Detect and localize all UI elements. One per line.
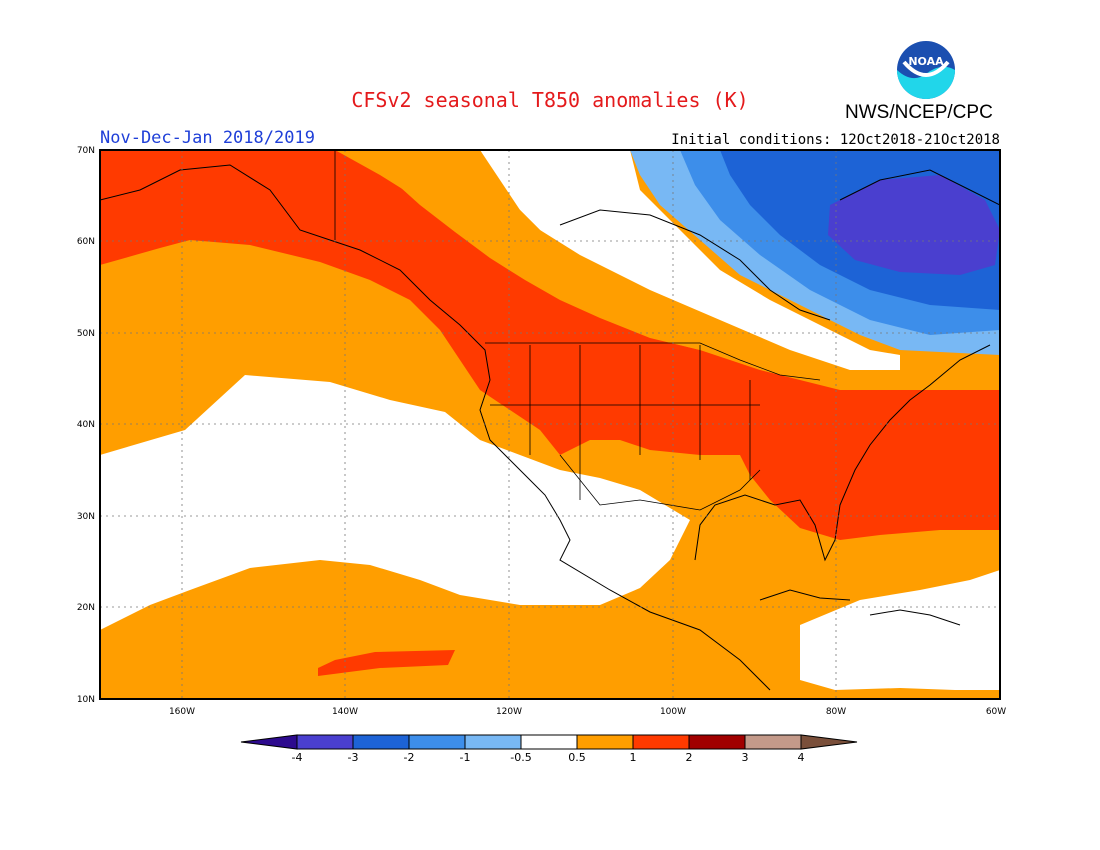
colorbar-segment <box>352 734 410 750</box>
lat-label: 20N <box>77 603 95 613</box>
colorbar-tick-label: -3 <box>348 751 359 764</box>
anomaly-region-2k <box>318 650 455 676</box>
lon-label: 160W <box>169 707 195 717</box>
colorbar-tick-label: -1 <box>460 751 471 764</box>
anomaly-region-neg-1 <box>680 150 1000 335</box>
colorbar-tick-label: -0.5 <box>510 751 531 764</box>
colorbar: -4 -3 -2 -1 -0.5 0.5 1 2 3 4 <box>240 734 858 764</box>
lon-label: 140W <box>332 707 358 717</box>
colorbar-segment <box>408 734 466 750</box>
latitude-labels: 70N 60N 50N 40N 30N 20N 10N <box>77 146 95 705</box>
period-label: Nov-Dec-Jan 2018/2019 <box>100 128 315 148</box>
colorbar-segment <box>576 734 634 750</box>
colorbar-segment <box>800 734 858 750</box>
anomaly-region-1k <box>375 150 720 350</box>
lat-label: 40N <box>77 420 95 430</box>
graticule <box>100 150 1000 699</box>
lon-label: 60W <box>986 707 1006 717</box>
lat-label: 60N <box>77 237 95 247</box>
colorbar-tick-label: 1 <box>630 751 637 764</box>
political-borders <box>334 150 821 511</box>
colorbar-tick-label: 4 <box>798 751 805 764</box>
colorbar-segment <box>744 734 802 750</box>
anomaly-region-neutral <box>100 375 690 630</box>
colorbar-tick-label: 3 <box>742 751 749 764</box>
coastlines <box>100 164 1000 691</box>
colorbar-segment <box>632 734 690 750</box>
initial-conditions-label: Initial conditions: 12Oct2018-21Oct2018 <box>671 132 1000 148</box>
anomaly-region-neg-3 <box>828 175 1000 275</box>
colorbar-segment <box>296 734 354 750</box>
colorbar-tick-label: -2 <box>404 751 415 764</box>
lon-label: 100W <box>660 707 686 717</box>
map-frame <box>99 149 1001 700</box>
colorbar-segment <box>464 734 522 750</box>
anomaly-region-2k <box>100 150 1000 540</box>
anomaly-region-neutral <box>800 570 1000 690</box>
colorbar-tick-label: -4 <box>292 751 303 764</box>
logo-text: NOAA <box>908 55 944 68</box>
lon-label: 120W <box>496 707 522 717</box>
colorbar-segment <box>520 734 578 750</box>
anomaly-field <box>100 150 1000 699</box>
lon-label: 80W <box>826 707 846 717</box>
agency-label: NWS/NCEP/CPC <box>845 102 993 123</box>
colorbar-segment <box>688 734 746 750</box>
chart-title: CFSv2 seasonal T850 anomalies (K) <box>351 88 749 112</box>
longitude-labels: 160W 140W 120W 100W 80W 60W <box>169 707 1006 717</box>
colorbar-segment <box>240 734 298 750</box>
colorbar-tick-label: 0.5 <box>568 751 586 764</box>
anomaly-region-1k <box>100 150 1000 699</box>
anomaly-region-neutral <box>480 150 900 370</box>
lat-label: 70N <box>77 146 95 156</box>
lat-label: 50N <box>77 329 95 339</box>
noaa-logo: NOAA <box>897 41 955 99</box>
lat-label: 10N <box>77 695 95 705</box>
anomaly-region-neg-2 <box>720 150 1000 310</box>
colorbar-tick-label: 2 <box>686 751 693 764</box>
lat-label: 30N <box>77 512 95 522</box>
anomaly-region-neg-0.5 <box>630 150 1000 355</box>
